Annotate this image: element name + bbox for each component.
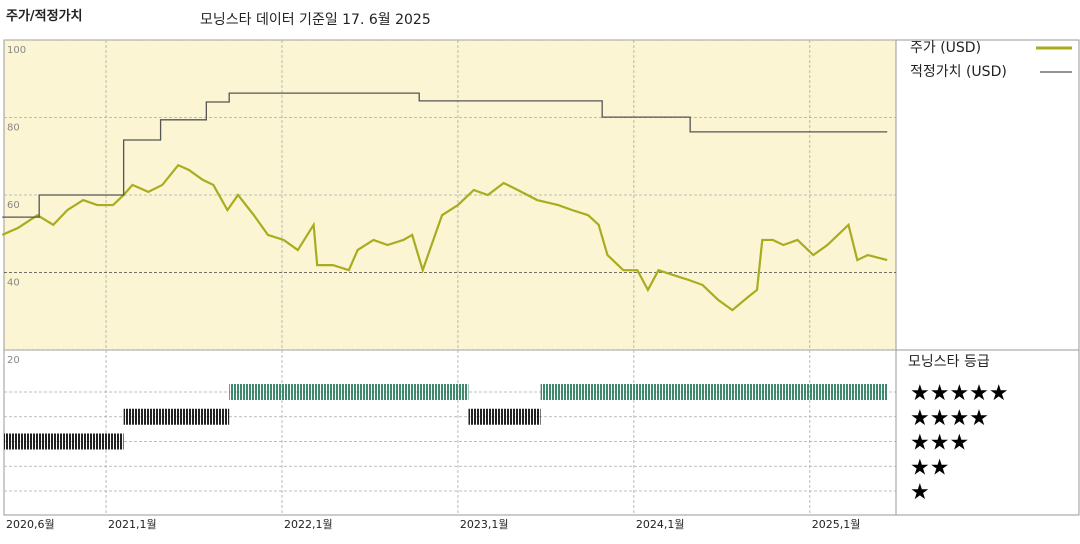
rating-bar xyxy=(123,408,230,425)
legend-label: 주가 (USD) xyxy=(910,40,981,56)
y-tick-label: 60 xyxy=(7,200,20,211)
y-tick-label: 80 xyxy=(7,123,20,134)
y-tick-label: 20 xyxy=(7,355,20,366)
page-title: 주가/적정가치 xyxy=(6,8,83,24)
rating-label: ★★ xyxy=(910,455,949,480)
fair-value-line xyxy=(2,92,888,218)
rating-bar xyxy=(468,408,541,425)
rating-bar xyxy=(4,433,124,450)
y-tick-label: 40 xyxy=(7,278,20,289)
rating-label: ★★★★★ xyxy=(910,381,1009,406)
rating-label: ★★★ xyxy=(910,431,969,456)
x-tick-label: 2025,1월 xyxy=(812,518,861,531)
rating-title: 모닝스타 등급 xyxy=(908,354,990,370)
rating-bar xyxy=(229,384,469,400)
y-tick-label: 100 xyxy=(7,45,26,56)
page-subtitle: 모닝스타 데이터 기준일 17. 6월 2025 xyxy=(200,12,431,28)
rating-bar xyxy=(540,384,888,400)
price-line xyxy=(1,163,888,312)
x-tick-label: 2024,1월 xyxy=(636,518,685,531)
rating-label: ★ xyxy=(910,480,930,505)
x-tick-label: 2021,1월 xyxy=(108,518,157,531)
x-tick-label: 2020,6월 xyxy=(6,518,55,531)
x-tick-label: 2022,1월 xyxy=(284,518,333,531)
x-tick-label: 2023,1월 xyxy=(460,518,509,531)
rating-label: ★★★★ xyxy=(910,406,989,431)
legend-label: 적정가치 (USD) xyxy=(910,64,1007,80)
